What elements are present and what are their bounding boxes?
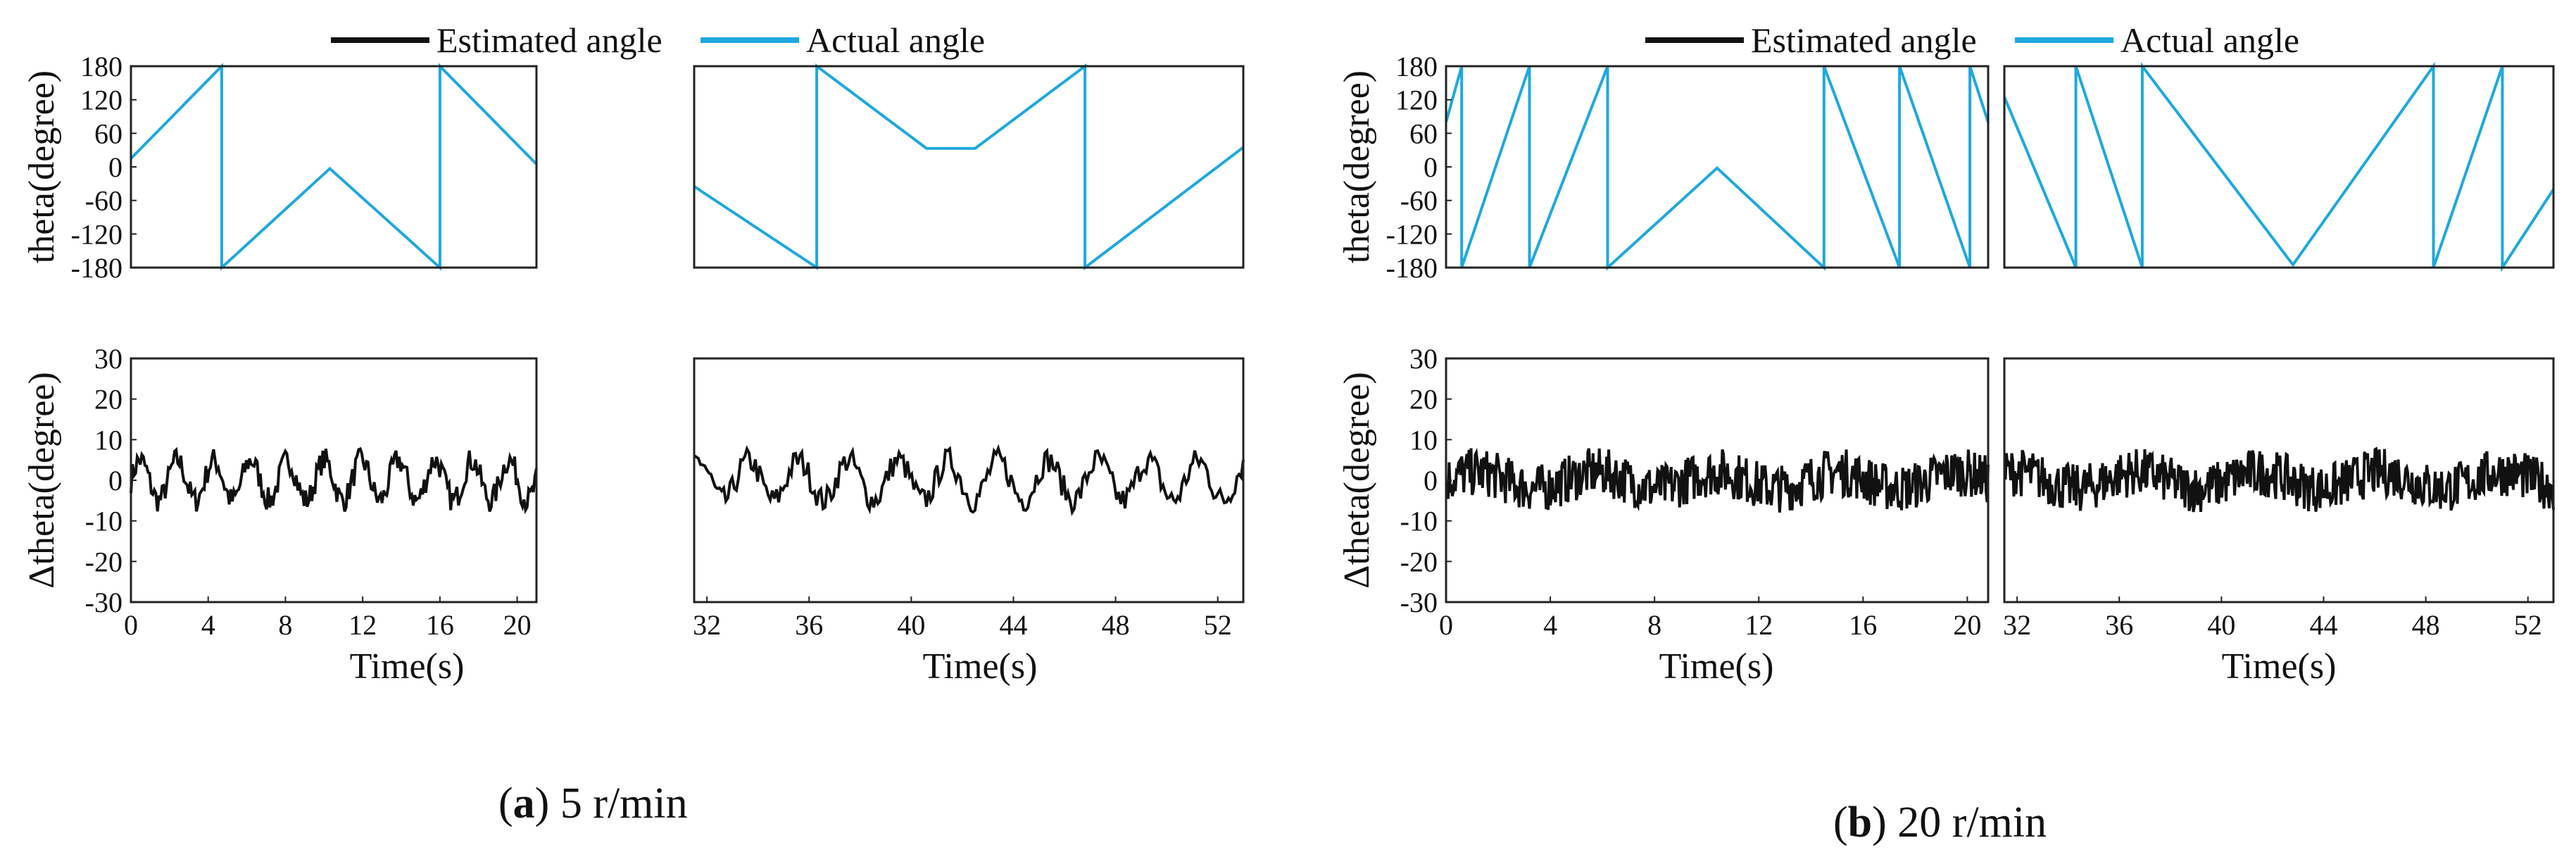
x-tick-label: 12 [348, 609, 377, 641]
x-tick-label: 52 [1204, 609, 1232, 641]
y-tick-label: -60 [85, 185, 122, 217]
x-tick-label: 12 [1745, 609, 1773, 641]
x-tick-label: 40 [2207, 609, 2235, 641]
y-tick-label: -10 [1400, 506, 1438, 537]
x-tick-label: 48 [2412, 609, 2440, 641]
plot-frame [130, 357, 538, 603]
y-axis-label: Δtheta(degree) [22, 372, 62, 589]
y-tick-label: -20 [85, 546, 122, 577]
caption-letter: b [1848, 799, 1872, 846]
caption-text: 5 r/min [549, 780, 687, 827]
x-tick-label: 36 [2105, 609, 2133, 641]
actual-angle-line [1445, 65, 1990, 271]
x-tick-label: 0 [124, 609, 138, 641]
y-tick-label: 180 [1395, 51, 1438, 82]
x-tick-label: 32 [2003, 609, 2031, 641]
error-line [1445, 447, 1990, 513]
x-tick-label: 40 [897, 609, 925, 641]
x-tick-label: 4 [201, 609, 215, 641]
legend-actual-label: Actual angle [2121, 20, 2299, 60]
caption-text: 20 r/min [1887, 799, 2047, 846]
x-tick-label: 16 [426, 609, 454, 641]
x-tick-label: 0 [1439, 609, 1453, 641]
legend-estimated-label: Estimated angle [436, 20, 662, 60]
caption-paren: ) [1872, 799, 1887, 846]
x-tick-label: 44 [2309, 609, 2337, 641]
y-tick-label: 120 [80, 85, 122, 116]
error-line [130, 446, 538, 515]
x-axis-label: Time(s) [923, 646, 1038, 687]
panel-a: Estimated angle Actual angle180120600-60-… [22, 20, 1245, 827]
legend-estimated-label: Estimated angle [1751, 20, 1977, 60]
y-tick-label: 0 [108, 465, 122, 496]
y-tick-label: 10 [94, 424, 122, 456]
caption-paren: ) [535, 780, 550, 827]
x-axis-label: Time(s) [1659, 646, 1774, 687]
y-tick-label: 180 [80, 51, 122, 82]
x-tick-label: 8 [278, 609, 292, 641]
y-tick-label: 120 [1395, 85, 1438, 116]
y-tick-label: 20 [94, 384, 122, 415]
plot-frame [693, 65, 1245, 269]
caption-paren: ( [1833, 799, 1848, 846]
x-tick-label: 16 [1849, 609, 1877, 641]
y-tick-label: -30 [1400, 587, 1438, 618]
y-tick-label: 10 [1409, 424, 1438, 456]
legend-actual-label: Actual angle [806, 20, 985, 60]
y-tick-label: 30 [1409, 343, 1438, 375]
y-tick-label: -60 [1400, 185, 1438, 217]
y-tick-label: -20 [1400, 546, 1438, 577]
error-line [2003, 446, 2555, 513]
x-tick-label: 48 [1102, 609, 1130, 641]
y-tick-label: -10 [85, 506, 122, 537]
x-tick-label: 36 [795, 609, 823, 641]
actual-angle-line [130, 63, 538, 271]
panel-b: Estimated angle Actual angle180120600-60-… [1337, 20, 2555, 846]
y-tick-label: -120 [71, 218, 122, 250]
y-tick-label: 0 [1424, 151, 1438, 183]
x-tick-label: 32 [693, 609, 721, 641]
x-tick-label: 4 [1543, 609, 1557, 641]
actual-angle-line [693, 63, 1245, 271]
y-axis-label: theta(degree) [1337, 70, 1377, 263]
plot-frame [2003, 65, 2555, 269]
y-tick-label: 20 [1409, 384, 1438, 415]
y-tick-label: -180 [71, 252, 122, 284]
y-axis-label: Δtheta(degree) [1337, 372, 1377, 589]
error-line [693, 444, 1245, 516]
y-tick-label: -30 [85, 587, 122, 618]
x-tick-label: 52 [2514, 609, 2542, 641]
legend: Estimated angle Actual angle [1645, 20, 2299, 60]
y-tick-label: -120 [1386, 218, 1438, 250]
x-tick-label: 8 [1647, 609, 1661, 641]
panel-caption: (b) 20 r/min [1833, 799, 2047, 846]
y-tick-label: -180 [1386, 252, 1438, 284]
actual-angle-line [2003, 61, 2555, 273]
plot-frame [2003, 357, 2555, 603]
x-tick-label: 20 [503, 609, 532, 641]
y-tick-label: 60 [94, 118, 122, 149]
x-tick-label: 20 [1953, 609, 1981, 641]
caption-paren: ( [498, 780, 513, 827]
y-tick-label: 60 [1409, 118, 1438, 149]
x-tick-label: 44 [999, 609, 1027, 641]
y-tick-label: 0 [108, 151, 122, 183]
x-axis-label: Time(s) [350, 646, 465, 687]
panel-caption: (a) 5 r/min [498, 780, 688, 827]
y-tick-label: 30 [94, 343, 122, 375]
y-axis-label: theta(degree) [22, 70, 62, 263]
caption-letter: a [513, 780, 535, 827]
x-axis-label: Time(s) [2222, 646, 2337, 687]
legend: Estimated angle Actual angle [331, 20, 985, 60]
y-tick-label: 0 [1424, 465, 1438, 496]
plot-frame [693, 357, 1245, 603]
